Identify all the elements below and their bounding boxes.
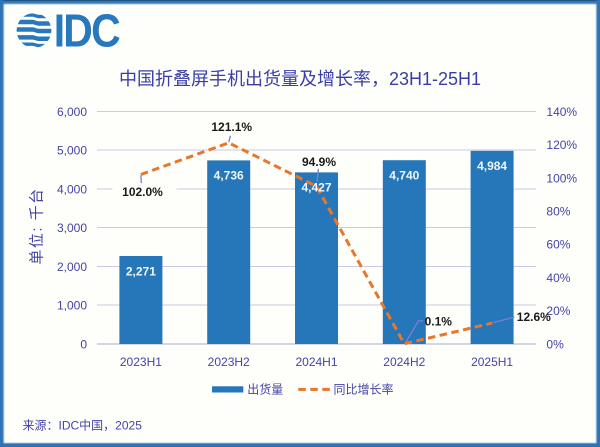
svg-text:1,000: 1,000 bbox=[57, 299, 87, 313]
svg-text:0: 0 bbox=[80, 337, 87, 351]
svg-text:102.0%: 102.0% bbox=[122, 185, 163, 199]
svg-text:IDC: IDC bbox=[54, 6, 121, 57]
svg-text:4,427: 4,427 bbox=[301, 181, 331, 195]
svg-text:2023H2: 2023H2 bbox=[208, 355, 250, 369]
svg-text:140%: 140% bbox=[546, 105, 577, 119]
svg-text:2025H1: 2025H1 bbox=[471, 355, 513, 369]
svg-text:121.1%: 121.1% bbox=[211, 120, 252, 134]
svg-text:40%: 40% bbox=[546, 271, 570, 285]
svg-text:6,000: 6,000 bbox=[57, 105, 87, 119]
svg-text:94.9%: 94.9% bbox=[302, 155, 336, 169]
svg-text:60%: 60% bbox=[546, 238, 570, 252]
svg-text:0.1%: 0.1% bbox=[425, 314, 453, 328]
svg-text:2,000: 2,000 bbox=[57, 260, 87, 274]
svg-text:5,000: 5,000 bbox=[57, 144, 87, 158]
svg-text:中国折叠屏手机出货量及增长率，23H1-25H1: 中国折叠屏手机出货量及增长率，23H1-25H1 bbox=[119, 69, 481, 89]
svg-text:4,740: 4,740 bbox=[389, 169, 419, 183]
svg-text:4,736: 4,736 bbox=[214, 169, 244, 183]
svg-text:3,000: 3,000 bbox=[57, 221, 87, 235]
svg-text:来源：IDC中国，2025: 来源：IDC中国，2025 bbox=[23, 418, 143, 433]
svg-text:2024H2: 2024H2 bbox=[383, 355, 425, 369]
svg-text:4,000: 4,000 bbox=[57, 182, 87, 196]
svg-text:同比增长率: 同比增长率 bbox=[334, 381, 394, 396]
svg-text:出货量: 出货量 bbox=[247, 381, 283, 396]
svg-text:20%: 20% bbox=[546, 304, 570, 318]
svg-text:120%: 120% bbox=[546, 138, 577, 152]
svg-text:0%: 0% bbox=[546, 337, 564, 351]
svg-text:2024H1: 2024H1 bbox=[295, 355, 337, 369]
svg-text:100%: 100% bbox=[546, 171, 577, 185]
svg-text:4,984: 4,984 bbox=[477, 159, 507, 173]
svg-text:12.6%: 12.6% bbox=[517, 310, 551, 324]
svg-text:80%: 80% bbox=[546, 205, 570, 219]
svg-text:单位: 千台: 单位: 千台 bbox=[29, 187, 46, 264]
svg-text:2023H1: 2023H1 bbox=[120, 355, 162, 369]
svg-text:2,271: 2,271 bbox=[126, 264, 156, 278]
